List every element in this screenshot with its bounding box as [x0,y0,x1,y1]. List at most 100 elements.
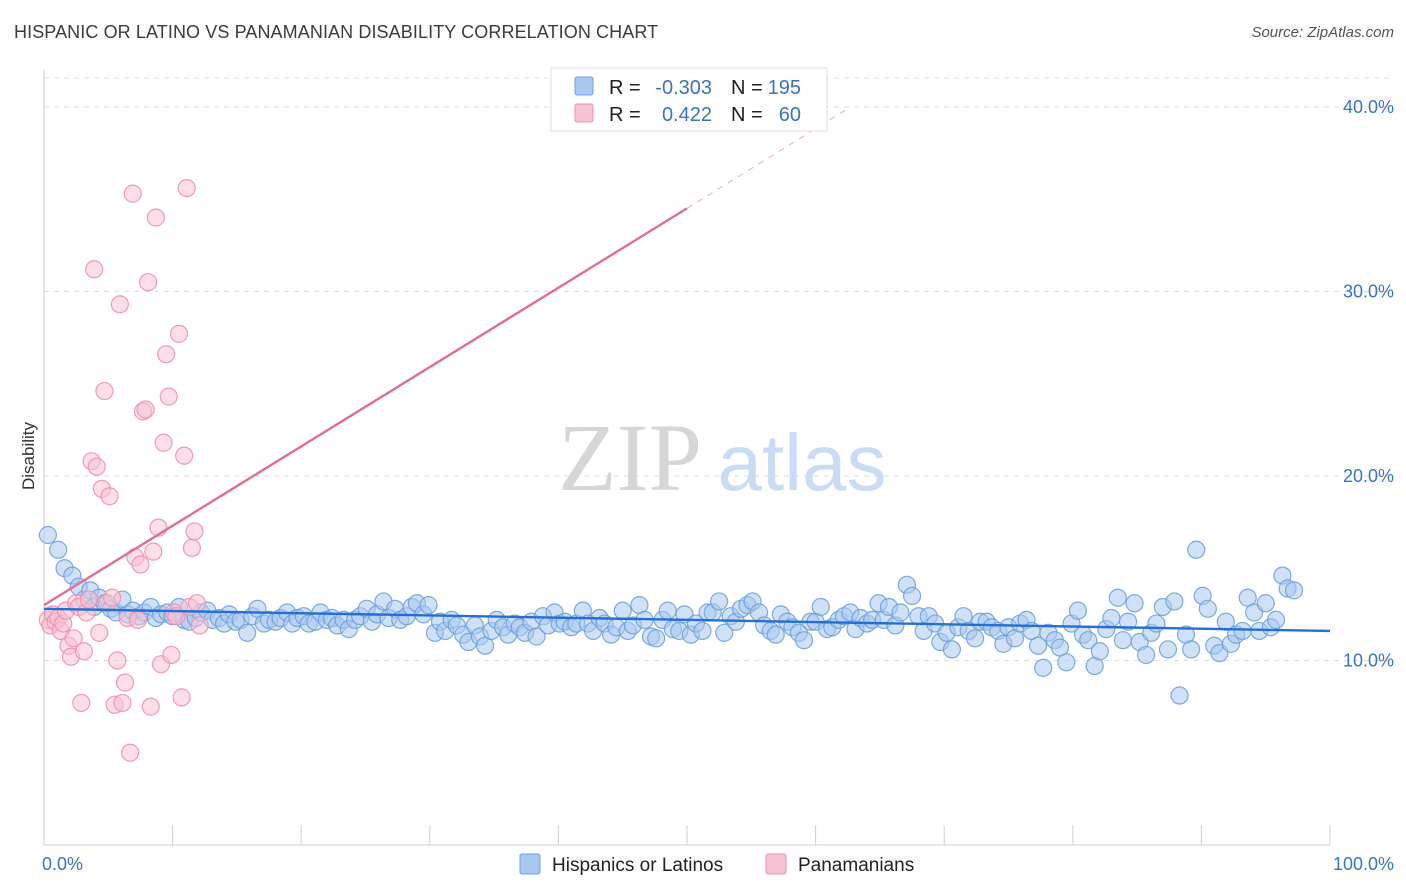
trend-line-panamanians [43,207,688,607]
hispanics-point-187 [1108,588,1127,607]
legend-r-value-2: 0.422 [662,104,712,126]
y-axis-label: Disability [19,421,38,490]
legend-n-label-2: N = [731,104,763,126]
legend-r-label-1: R = [609,77,641,99]
hispanics-point-174 [1034,658,1053,677]
legend-n-value-1: 195 [768,77,801,99]
panamanians-point-16 [79,590,99,609]
hispanics-point-106 [647,629,666,648]
hispanics-point-209 [1233,621,1252,641]
hispanics-point-189 [1118,612,1138,631]
hispanics-point-85 [527,627,546,646]
hispanics-point-114 [693,621,712,641]
panamanians-point-56 [182,538,201,558]
y-tick-label-30: 30.0% [1343,281,1394,301]
watermark: ZIP atlas [558,404,886,511]
y-tick-labels: 10.0% 20.0% 30.0% 40.0% [1343,97,1394,671]
panamanians-point-29 [113,693,132,713]
y-tick-label-40: 40.0% [1343,97,1394,117]
panamanians-point-40 [141,697,160,716]
panamanians-point-25 [103,588,122,607]
hispanics-point-182 [1079,631,1098,650]
panamanians-point-10 [64,629,83,648]
x-tick-label-max: 100.0% [1333,854,1394,874]
hispanics-point-194 [1147,614,1166,633]
panamanians-point-57 [185,522,204,541]
axes [43,70,1331,846]
hispanics-point-178 [1057,653,1076,672]
series-panamanians-points [38,178,209,762]
legend-r-label-2: R = [609,104,641,126]
hispanics-point-213 [1256,594,1275,613]
source-label: Source: ZipAtlas.com [1251,24,1394,41]
hispanics-point-135 [811,597,830,617]
x-tick-label-min: 0.0% [42,854,83,874]
panamanians-point-18 [85,260,104,279]
panamanians-point-19 [87,457,106,476]
legend-r-value-1: -0.303 [655,77,712,99]
hispanics-point-198 [1170,686,1189,705]
hispanics-point-1 [49,540,68,559]
bottom-legend-label-hispanics: Hispanics or Latinos [552,855,723,876]
panamanians-point-48 [162,645,181,665]
panamanians-point-47 [159,387,178,406]
panamanians-point-36 [131,555,150,574]
panamanians-point-22 [95,381,114,401]
panamanians-point-27 [108,651,127,670]
hispanics-point-173 [1028,636,1048,655]
hispanics-point-201 [1187,540,1206,559]
panamanians-point-39 [139,273,158,292]
bottom-legend-label-panamanians: Panamanians [798,855,914,876]
panamanians-point-53 [175,446,194,465]
y-tick-label-20: 20.0% [1343,466,1394,486]
bottom-legend-swatch-panamanians [765,853,787,875]
legend-swatch-panamanians [574,103,594,123]
panamanians-point-45 [154,433,173,452]
hispanics-point-162 [965,629,985,648]
hispanics-point-180 [1068,601,1088,620]
watermark-zip: ZIP [558,404,702,511]
hispanics-point-188 [1113,631,1133,650]
hispanics-point-192 [1137,645,1156,665]
panamanians-point-20 [90,623,109,642]
panamanians-point-59 [190,616,209,635]
hispanics-point-34 [238,623,257,642]
panamanians-point-54 [177,178,196,198]
hispanics-point-100 [613,601,632,620]
legend-box [550,67,828,132]
hispanics-point-186 [1102,608,1121,628]
hispanics-point-158 [942,640,962,659]
bottom-legend: Hispanics or Latinos Panamanians [519,853,914,876]
hispanics-point-0 [38,525,57,545]
panamanians-point-28 [110,295,129,314]
trend-line-hispanics [43,607,1331,633]
legend-n-label-1: N = [731,77,763,99]
hispanics-point-197 [1165,592,1184,611]
panamanians-point-46 [157,345,176,364]
legend-n-value-2: 60 [779,104,801,126]
panamanians-point-35 [128,610,147,629]
gridlines [44,77,1392,661]
hispanics-point-132 [794,631,814,650]
series-hispanics-points [38,525,1304,705]
panamanians-point-52 [172,688,191,707]
hispanics-point-196 [1158,640,1178,659]
panamanians-point-24 [100,487,119,506]
hispanics-point-108 [658,601,677,620]
bottom-legend-swatch-hispanics [519,853,541,875]
panamanians-point-42 [146,208,165,227]
panamanians-point-32 [121,743,140,762]
panamanians-point-33 [123,184,142,203]
panamanians-point-51 [169,324,189,343]
hispanics-point-127 [766,625,785,644]
panamanians-point-14 [74,642,93,661]
panamanians-point-38 [136,400,155,419]
y-tick-label-10: 10.0% [1343,650,1394,670]
panamanians-point-30 [115,673,135,692]
hispanics-point-118 [715,623,734,642]
hispanics-point-151 [902,586,922,605]
hispanics-point-200 [1182,640,1201,659]
hispanics-point-149 [891,603,910,622]
panamanians-point-41 [144,542,163,561]
